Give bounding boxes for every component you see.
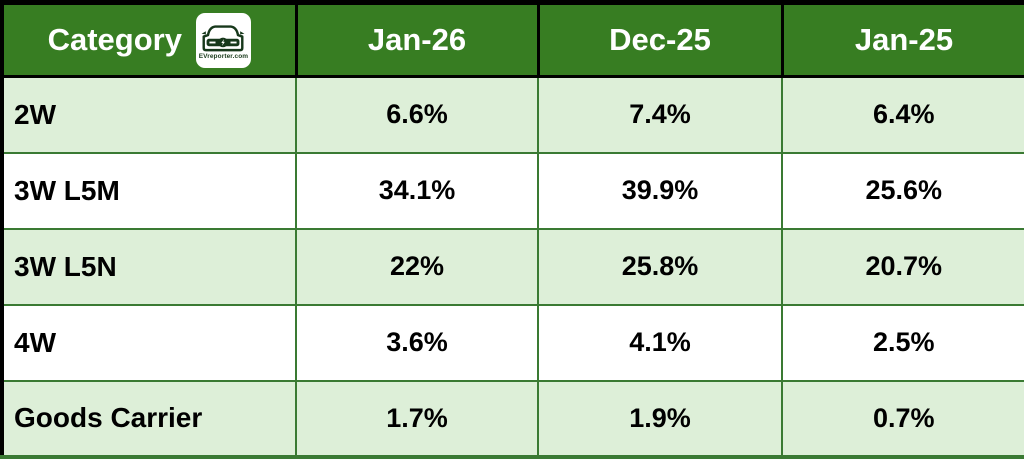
- row-label: 3W L5N: [0, 227, 297, 306]
- table-row-3w-l5m: 3W L5M 34.1% 39.9% 25.6%: [0, 151, 1024, 230]
- table-cell: 0.7%: [781, 379, 1024, 459]
- header-cell-category: Category EVreporter.com: [0, 0, 298, 78]
- header-row: Category EVreporter.com: [0, 0, 1024, 78]
- evreporter-logo: EVreporter.com: [195, 12, 251, 68]
- evreporter-logo-text: EVreporter.com: [198, 52, 249, 60]
- table-cell: 2.5%: [781, 303, 1024, 382]
- category-header-label: Category: [47, 22, 182, 57]
- header-cell-jan26: Jan-26: [294, 0, 540, 78]
- header-cell-jan25: Jan-25: [780, 0, 1024, 78]
- header-cell-dec25: Dec-25: [536, 0, 784, 78]
- table-row-2w: 2W 6.6% 7.4% 6.4%: [0, 75, 1024, 154]
- table-cell: 25.6%: [781, 151, 1024, 230]
- table-cell: 22%: [295, 227, 539, 306]
- table-header: Category EVreporter.com: [0, 0, 1024, 78]
- row-label: 3W L5M: [0, 151, 297, 230]
- table-cell: 39.9%: [537, 151, 783, 230]
- table-cell: 6.4%: [781, 75, 1024, 154]
- table-row-3w-l5n: 3W L5N 22% 25.8% 20.7%: [0, 227, 1024, 306]
- table-cell: 4.1%: [537, 303, 783, 382]
- table-body: 2W 6.6% 7.4% 6.4% 3W L5M 34.1% 39.9% 25.…: [0, 75, 1024, 459]
- ev-car-icon: [202, 25, 245, 52]
- table-row-4w: 4W 3.6% 4.1% 2.5%: [0, 303, 1024, 382]
- table-cell: 6.6%: [295, 75, 539, 154]
- table-cell: 7.4%: [537, 75, 783, 154]
- table-cell: 1.9%: [537, 379, 783, 459]
- table-cell: 1.7%: [295, 379, 539, 459]
- table-row-goods-carrier: Goods Carrier 1.7% 1.9% 0.7%: [0, 379, 1024, 459]
- table-cell: 20.7%: [781, 227, 1024, 306]
- row-label: 2W: [0, 75, 297, 154]
- table-cell: 3.6%: [295, 303, 539, 382]
- table-cell: 25.8%: [537, 227, 783, 306]
- table-cell: 34.1%: [295, 151, 539, 230]
- row-label: 4W: [0, 303, 297, 382]
- row-label: Goods Carrier: [0, 379, 297, 459]
